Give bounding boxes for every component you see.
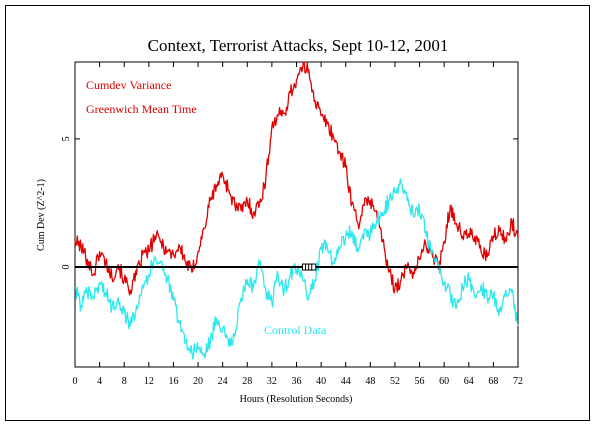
y-axis-label: Cum Dev (Z^2-1) bbox=[36, 179, 47, 251]
annotation-gmt: Greenwich Mean Time bbox=[86, 102, 197, 116]
x-tick-label-60: 60 bbox=[439, 376, 449, 387]
x-tick-label-24: 24 bbox=[218, 376, 228, 387]
series-layer bbox=[74, 61, 519, 360]
annotation-control-data: Control Data bbox=[264, 323, 327, 337]
x-tick-label-40: 40 bbox=[316, 376, 326, 387]
x-tick-label-52: 52 bbox=[390, 376, 400, 387]
y-tick-label-5: 5 bbox=[61, 136, 72, 141]
chart-title: Context, Terrorist Attacks, Sept 10-12, … bbox=[148, 36, 449, 55]
series-line-cumdev-variance bbox=[74, 61, 519, 296]
event-marker-4 bbox=[311, 263, 317, 271]
x-tick-label-68: 68 bbox=[488, 376, 498, 387]
x-tick-label-48: 48 bbox=[365, 376, 375, 387]
x-tick-label-12: 12 bbox=[144, 376, 154, 387]
x-tick-label-44: 44 bbox=[341, 376, 351, 387]
x-tick-label-8: 8 bbox=[122, 376, 127, 387]
x-tick-label-4: 4 bbox=[97, 376, 102, 387]
x-axis-label: Hours (Resolution Seconds) bbox=[240, 394, 353, 405]
x-tick-label-20: 20 bbox=[193, 376, 203, 387]
x-tick-label-28: 28 bbox=[242, 376, 252, 387]
x-tick-label-64: 64 bbox=[464, 376, 474, 387]
x-tick-label-56: 56 bbox=[415, 376, 425, 387]
event-markers bbox=[301, 263, 317, 271]
x-tick-label-36: 36 bbox=[292, 376, 302, 387]
annotation-cumdev-variance: Cumdev Variance bbox=[86, 78, 171, 92]
series-line-control-data bbox=[74, 178, 519, 360]
y-tick-label-0: 0 bbox=[61, 265, 72, 270]
x-tick-label-16: 16 bbox=[168, 376, 178, 387]
x-tick-label-32: 32 bbox=[267, 376, 277, 387]
chart-frame bbox=[5, 5, 590, 421]
x-tick-label-72: 72 bbox=[513, 376, 523, 387]
x-tick-label-0: 0 bbox=[73, 376, 78, 387]
